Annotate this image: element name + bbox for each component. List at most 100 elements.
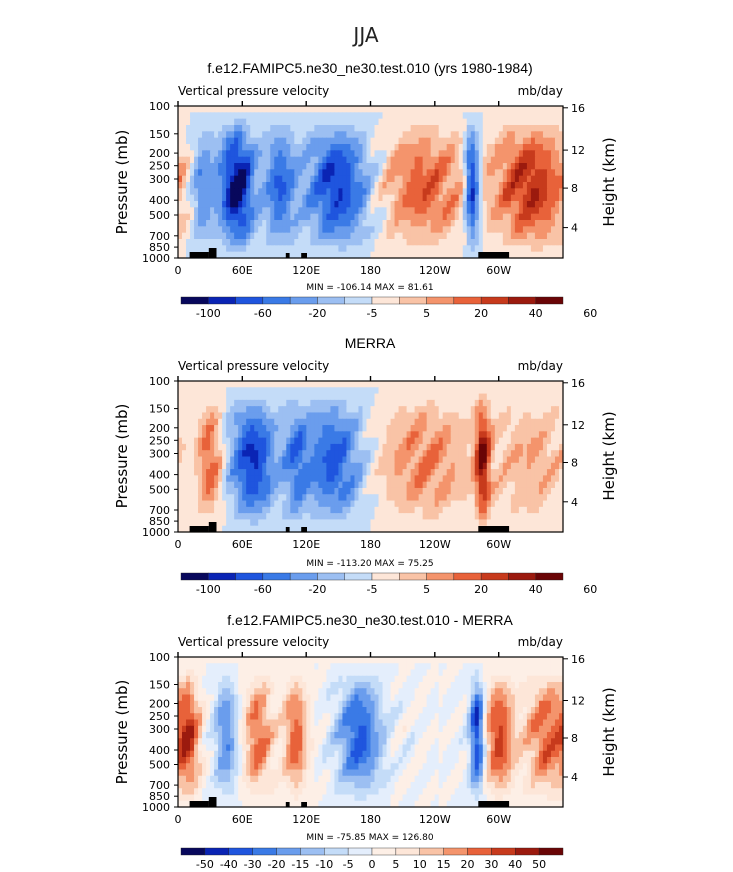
heatmap-cell	[190, 450, 195, 458]
heatmap-cell	[422, 106, 428, 113]
heatmap-cell	[398, 188, 404, 196]
heatmap-cell	[442, 232, 448, 240]
heatmap-cell	[394, 188, 400, 196]
heatmap-cell	[238, 462, 243, 470]
heatmap-cell	[402, 525, 408, 533]
heatmap-cell	[554, 437, 560, 445]
heatmap-cell	[490, 456, 496, 464]
heatmap-cell	[546, 194, 552, 202]
heatmap-cell	[478, 201, 484, 208]
heatmap-cell	[470, 462, 476, 470]
heatmap-cell	[342, 156, 348, 164]
heatmap-cell	[306, 251, 311, 259]
heatmap-cell	[518, 245, 524, 253]
heatmap-cell	[362, 506, 368, 514]
heatmap-cell	[398, 443, 404, 451]
heatmap-cell	[258, 425, 263, 432]
heatmap-cell	[526, 239, 532, 246]
heatmap-cell	[322, 657, 327, 664]
heatmap-cell	[202, 175, 207, 183]
heatmap-cell	[246, 437, 251, 445]
heatmap-cell	[398, 462, 404, 470]
heatmap-cell	[470, 437, 476, 445]
heatmap-cell	[178, 506, 183, 514]
heatmap-cell	[530, 251, 536, 259]
heatmap-cell	[518, 500, 524, 508]
heatmap-cell	[478, 188, 484, 196]
heatmap-cell	[374, 125, 380, 132]
heatmap-cell	[338, 182, 344, 189]
heatmap-cell	[262, 213, 267, 221]
heatmap-cell	[262, 169, 267, 177]
heatmap-cell	[250, 220, 255, 227]
heatmap-cell	[274, 387, 279, 395]
heatmap-cell	[286, 475, 291, 483]
heatmap-cell	[446, 469, 452, 476]
heatmap-cell	[398, 513, 404, 521]
heatmap-cell	[198, 182, 203, 189]
heatmap-cell	[462, 381, 468, 388]
heatmap-cell	[306, 506, 311, 514]
heatmap-cell	[198, 118, 203, 126]
heatmap-cell	[442, 431, 448, 439]
heatmap-cell	[186, 506, 191, 514]
heatmap-cell	[386, 475, 392, 483]
heatmap-cell	[250, 406, 255, 414]
heatmap-cell	[494, 663, 500, 671]
heatmap-cell	[194, 450, 199, 458]
heatmap-cell	[318, 169, 323, 177]
heatmap-cell	[450, 387, 456, 395]
heatmap-cell	[250, 118, 255, 126]
heatmap-cell	[510, 481, 516, 489]
heatmap-cell	[222, 137, 227, 145]
heatmap-cell	[254, 125, 259, 132]
heatmap-cell	[230, 475, 235, 483]
heatmap-cell	[502, 125, 508, 132]
heatmap-cell	[314, 169, 319, 177]
heatmap-cell	[398, 481, 404, 489]
heatmap-cell	[510, 175, 516, 183]
heatmap-cell	[458, 494, 464, 502]
heatmap-cell	[526, 118, 532, 126]
heatmap-cell	[454, 163, 460, 170]
heatmap-cell	[242, 125, 247, 132]
heatmap-cell	[510, 156, 516, 164]
heatmap-cell	[398, 207, 404, 215]
heatmap-cell	[262, 175, 267, 183]
heatmap-cell	[234, 525, 239, 533]
colorbar-swatch	[508, 296, 536, 305]
heatmap-cell	[254, 506, 259, 514]
heatmap-cell	[318, 494, 323, 502]
heatmap-cell	[354, 437, 360, 445]
heatmap-cell	[474, 519, 480, 527]
heatmap-cell	[226, 239, 231, 246]
heatmap-cell	[538, 393, 544, 401]
heatmap-cell	[290, 469, 295, 476]
heatmap-cell	[482, 487, 488, 495]
heatmap-cell	[426, 418, 432, 426]
heatmap-cell	[446, 399, 452, 407]
heatmap-cell	[390, 469, 396, 476]
heatmap-cell	[294, 131, 299, 139]
heatmap-cell	[266, 437, 271, 445]
heatmap-cell	[386, 519, 392, 527]
heatmap-cell	[442, 106, 448, 113]
heatmap-cell	[310, 156, 315, 164]
heatmap-cell	[178, 220, 183, 227]
heatmap-cell	[210, 462, 215, 470]
heatmap-cell	[422, 213, 428, 221]
heatmap-cell	[530, 125, 536, 132]
heatmap-cell	[394, 412, 400, 420]
heatmap-cell	[294, 462, 299, 470]
heatmap-cell	[346, 213, 352, 221]
heatmap-cell	[366, 163, 372, 170]
heatmap-cell	[390, 481, 396, 489]
heatmap-cell	[514, 475, 520, 483]
heatmap-cell	[282, 663, 287, 671]
heatmap-cell	[270, 213, 275, 221]
heatmap-cell	[518, 387, 524, 395]
heatmap-cell	[458, 194, 464, 202]
heatmap-cell	[338, 150, 344, 158]
heatmap-cell	[422, 462, 428, 470]
heatmap-cell	[442, 156, 448, 164]
